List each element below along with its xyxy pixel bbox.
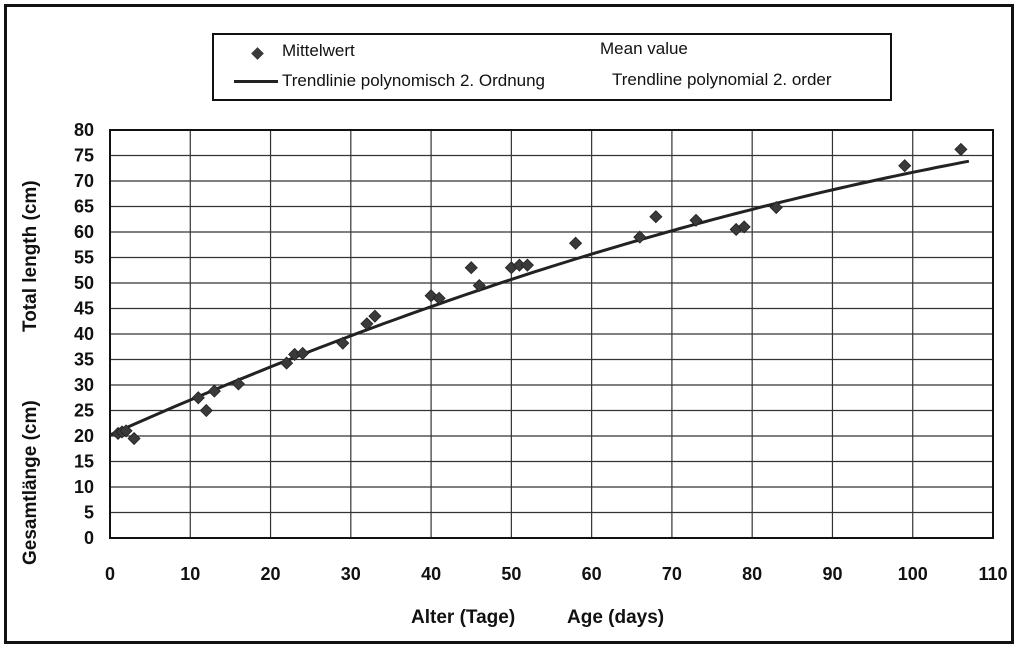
- y-tick-label: 70: [74, 171, 94, 191]
- x-axis-title-de: Alter (Tage): [411, 607, 516, 628]
- data-point-diamond: [898, 159, 912, 173]
- plot-area: [109, 129, 994, 539]
- data-point-diamond: [360, 317, 374, 331]
- y-tick-label: 5: [84, 503, 94, 523]
- x-tick-labels: 0 10 20 30 40 50 60 70 80 90 100 110: [105, 564, 1008, 584]
- x-tick-label: 90: [822, 564, 842, 584]
- data-point-diamond: [769, 200, 783, 215]
- trendline: [109, 159, 970, 437]
- y-tick-label: 80: [74, 120, 94, 140]
- legend-mean-en: Mean value: [600, 39, 688, 58]
- data-point-diamond: [432, 291, 446, 305]
- legend-marker-icon: [251, 47, 264, 60]
- data-point-diamond: [199, 403, 213, 418]
- x-tick-label: 100: [898, 564, 928, 584]
- data-point-diamond: [689, 213, 703, 227]
- x-tick-label: 30: [341, 564, 361, 584]
- data-point-diamond: [649, 210, 663, 224]
- data-point-diamond: [954, 142, 968, 156]
- data-point-diamond: [569, 236, 583, 250]
- y-tick-label: 60: [74, 222, 94, 242]
- y-axis-title-de: Gesamtlänge (cm): [20, 400, 41, 565]
- y-tick-label: 15: [74, 452, 94, 472]
- data-point-diamond: [520, 258, 534, 272]
- data-point-diamond: [127, 431, 141, 446]
- y-axis-title-en: Total length (cm): [20, 180, 41, 332]
- legend-trend-en: Trendline polynomial 2. order: [612, 70, 832, 89]
- y-tick-label: 0: [84, 528, 94, 548]
- y-tick-label: 30: [74, 375, 94, 395]
- x-tick-label: 70: [662, 564, 682, 584]
- y-tick-label: 50: [74, 273, 94, 293]
- data-point-diamond: [207, 384, 221, 398]
- data-point-diamond: [280, 356, 294, 370]
- y-tick-labels: 0 5 10 15 20 25 30 35 40 45 50 55 60 65 70 75 80: [74, 120, 94, 548]
- y-tick-label: 35: [74, 350, 94, 370]
- y-tick-label: 45: [74, 299, 94, 319]
- legend-trendline-icon: [234, 80, 278, 83]
- y-tick-label: 20: [74, 426, 94, 446]
- x-tick-label: 110: [978, 564, 1007, 584]
- data-point-diamond: [737, 220, 751, 234]
- data-point-diamond: [119, 424, 133, 438]
- data-point-diamond: [231, 377, 246, 391]
- y-tick-label: 75: [74, 146, 94, 166]
- x-axis-title-en: Age (days): [567, 607, 665, 628]
- data-point-diamond: [191, 391, 205, 405]
- y-tick-label: 65: [74, 197, 94, 217]
- y-tick-label: 40: [74, 324, 94, 344]
- legend-mean-de: Mittelwert: [282, 41, 355, 60]
- x-tick-label: 60: [582, 564, 602, 584]
- x-tick-label: 20: [261, 564, 281, 584]
- data-points: [111, 142, 968, 446]
- y-tick-label: 25: [74, 401, 94, 421]
- grid-lines: [109, 129, 994, 539]
- x-tick-label: 0: [105, 564, 115, 584]
- data-point-diamond: [368, 309, 382, 323]
- data-point-diamond: [633, 230, 647, 244]
- y-tick-label: 55: [74, 248, 94, 268]
- legend-trend-de: Trendlinie polynomisch 2. Ordnung: [282, 71, 546, 90]
- x-tick-label: 10: [180, 564, 200, 584]
- x-tick-label: 80: [742, 564, 762, 584]
- x-tick-label: 50: [501, 564, 521, 584]
- x-tick-label: 40: [421, 564, 441, 584]
- data-point-diamond: [296, 346, 310, 360]
- data-point-diamond: [464, 261, 478, 275]
- legend: Mittelwert Mean value Trendlinie polynom…: [212, 33, 892, 101]
- y-tick-label: 10: [74, 477, 94, 497]
- data-point-diamond: [336, 336, 350, 350]
- data-point-diamond: [472, 278, 486, 293]
